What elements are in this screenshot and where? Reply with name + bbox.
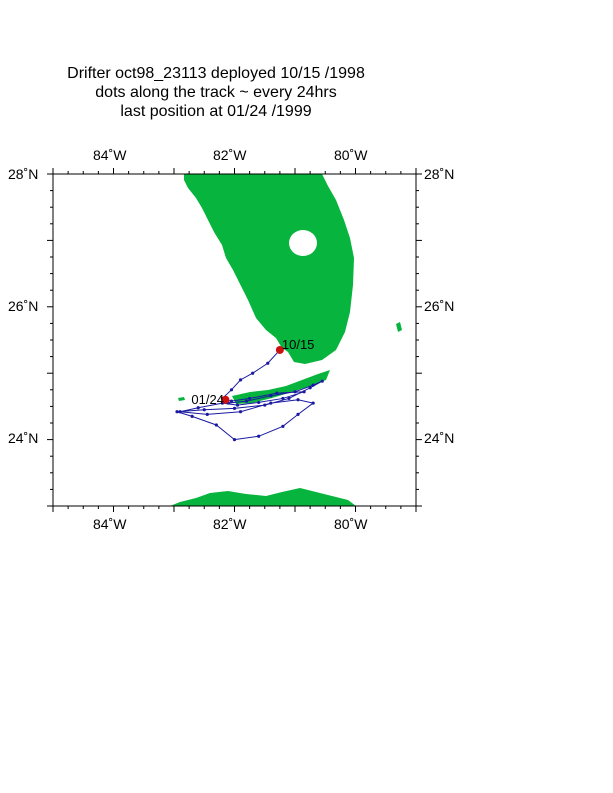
lat-label-left-28n: 28˚N [8,166,39,182]
track-dot [238,378,243,382]
lon-label-bottom-80w: 80˚W [334,516,368,532]
lon-label-top-84w: 84˚W [93,147,127,163]
track-dot [229,399,234,403]
track-dot [311,401,315,405]
track-dot [287,396,291,401]
lat-label-right-24n: 24˚N [424,430,455,446]
last-date-label: 01/24 [191,392,224,407]
deploy-marker [275,345,284,354]
lon-label-bottom-84w: 84˚W [93,516,127,532]
dry-tortugas-islet [178,397,185,401]
cuba-coast [170,488,356,506]
track-dot [178,410,182,414]
lat-label-left-24n: 24˚N [8,430,39,446]
track-dot [263,403,267,407]
track-dot [235,403,240,407]
track-dot [245,399,249,403]
lon-label-bottom-82w: 82˚W [213,516,247,532]
lat-label-right-26n: 26˚N [424,298,455,314]
track-dot [269,401,273,405]
track-dot [202,408,206,412]
title-line-2: dots along the track ~ every 24hrs [95,84,337,101]
track-dot [248,396,252,401]
track-dot [296,398,300,402]
track-dot [190,414,194,418]
track-dot [275,391,279,395]
florida-peninsula [184,174,354,364]
florida-keys [232,370,330,404]
track-dot [229,388,234,392]
track-dot [175,410,179,414]
track-dot [257,400,261,405]
deploy-date-label: 10/15 [282,337,315,352]
track-dot [269,394,273,398]
lat-label-right-28n: 28˚N [424,166,455,182]
track-dot [281,424,285,428]
track-dot [320,379,324,383]
track-dot [296,412,300,416]
lake-okeechobee [289,230,317,256]
track-dot [205,412,209,416]
track-dot [308,386,312,390]
track-dot [232,438,237,442]
lon-label-top-82w: 82˚W [213,147,247,163]
lat-label-left-26n: 26˚N [8,298,39,314]
track-dot [251,371,255,375]
track-dot [266,361,270,365]
lon-label-top-80w: 80˚W [334,147,368,163]
track-dot [293,390,297,394]
last-position-marker [221,395,230,404]
title-line-1: Drifter oct98_23113 deployed 10/15 /1998 [67,65,365,82]
title-line-3: last position at 01/24 /1999 [120,103,312,120]
bahamas-islet [396,322,402,332]
track-dot [302,390,306,394]
axis-ticks [47,168,422,512]
drifter-track-layer [175,345,324,442]
track-dot [238,410,243,414]
track-dot [214,423,218,427]
drifter-track-line [176,349,323,441]
track-dot [232,406,237,410]
land-layer [170,174,402,506]
track-dot [281,396,285,401]
track-dot [311,383,315,387]
track-dot [196,406,200,410]
track-dot [257,434,261,438]
